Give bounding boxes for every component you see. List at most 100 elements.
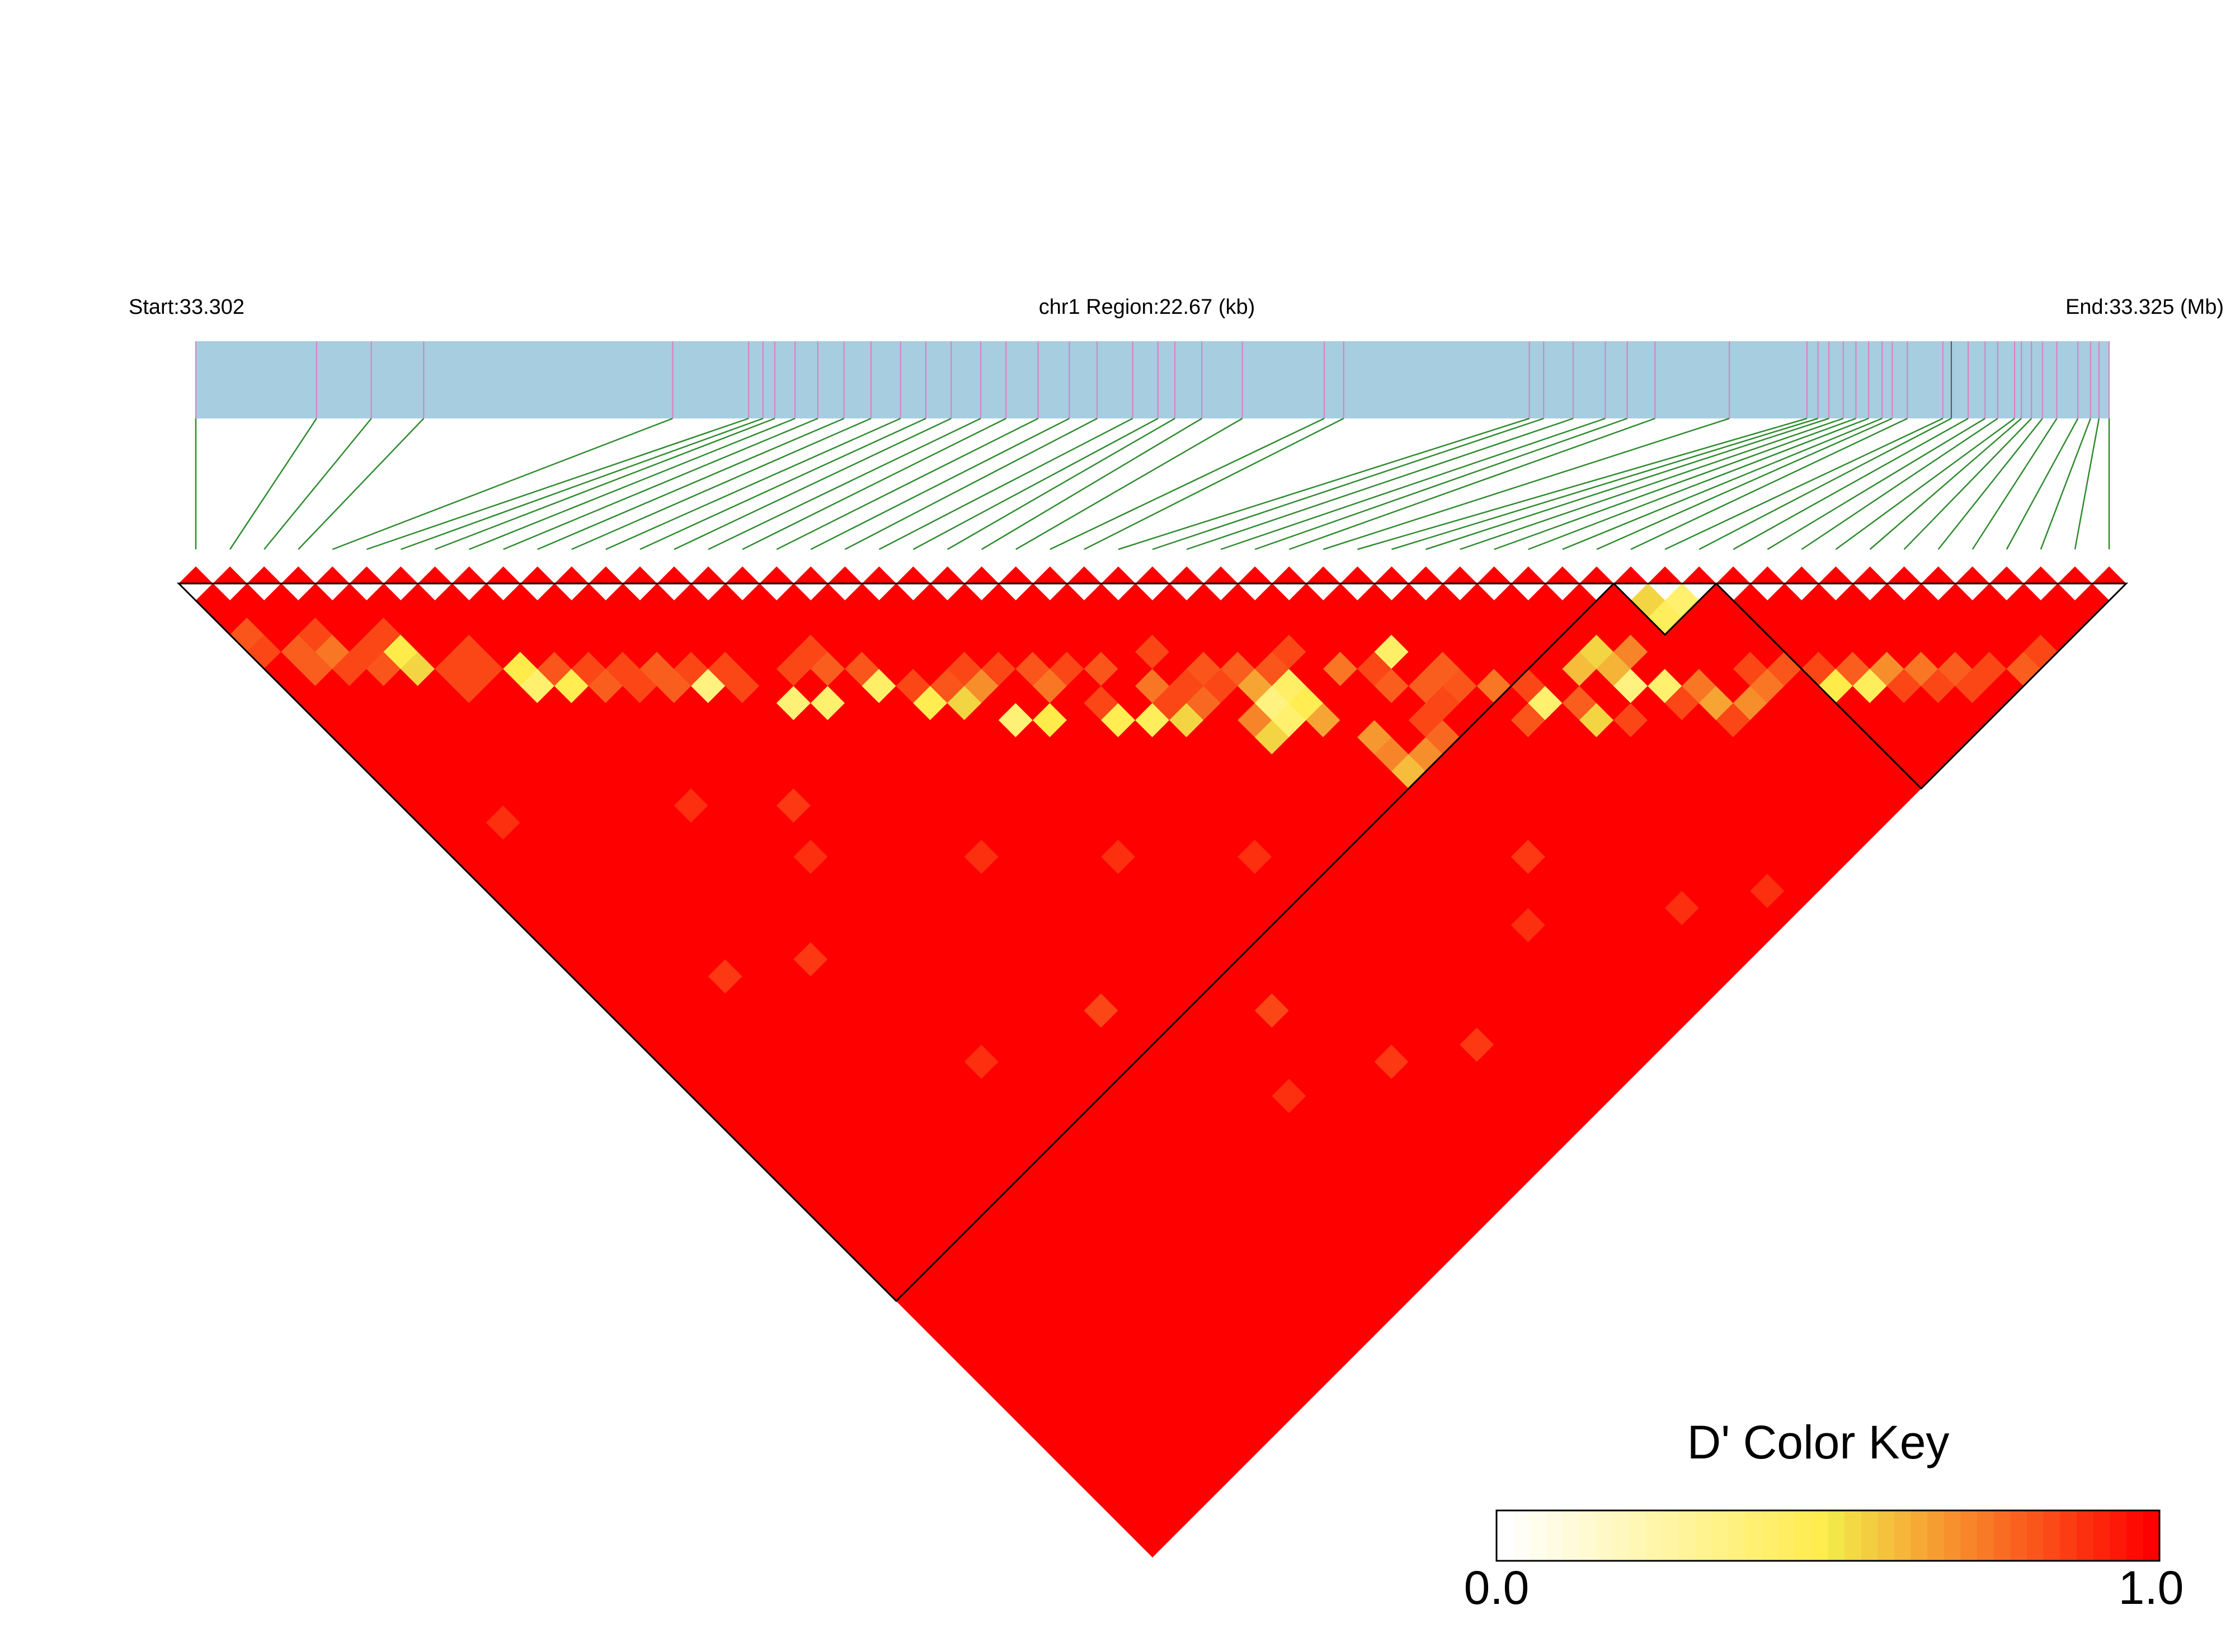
snp-marker [1682,566,1716,583]
snp-connector-line [1015,417,1243,550]
snp-marker [1784,566,1819,583]
ld-block-outline [1611,582,1719,636]
color-key-segment [1944,1510,1961,1561]
color-key-segment [1629,1510,1646,1561]
snp-marker [1272,566,1306,583]
snp-marker [759,566,794,583]
color-key-segment [1596,1510,1613,1561]
snp-marker [2058,566,2092,583]
region-end-label: End:33.325 (Mb) [2065,295,2224,319]
color-key-segment [1745,1510,1762,1561]
snp-connector-line [947,417,1175,550]
snp-marker [1101,566,1136,583]
color-key-segment [2093,1510,2110,1561]
color-key [1495,1509,2161,1562]
color-key-segment [1845,1510,1862,1561]
snp-marker [896,566,931,583]
snp-marker [452,566,487,583]
snp-marker [1818,566,1853,583]
color-key-segment [1579,1510,1597,1561]
region-start-label: Start:33.302 [129,295,245,319]
snp-connector-line [878,417,1133,550]
snp-marker [178,566,213,583]
snp-marker [1613,566,1648,583]
snp-connector-line [1971,418,2058,550]
snp-marker [383,566,418,583]
snp-connector-line [264,418,372,550]
snp-marker [417,566,453,583]
snp-connector-line [776,417,1039,550]
color-key-segment [1728,1510,1745,1561]
snp-marker [349,566,384,583]
snp-connector-line [1937,418,2043,550]
color-key-segment [1678,1510,1696,1561]
color-key-max-label: 1.0 [2118,1561,2184,1614]
snp-connector-line [537,417,845,550]
color-key-segment [2110,1510,2127,1561]
snp-marker [213,566,247,583]
snp-marker [2092,566,2126,583]
snp-connector-line [2040,418,2091,550]
snp-connector-line [1152,417,1544,550]
snp-connector-line [1084,417,1344,550]
snp-connector-line [1186,417,1574,550]
snp-marker [554,566,589,583]
snp-marker [1067,566,1102,583]
color-key-segment [1861,1510,1878,1561]
snp-marker [1955,566,1990,583]
snp-connector-line [298,418,425,550]
color-key-segment [1712,1510,1729,1561]
snp-connector-line [1460,417,1844,550]
color-key-segment [2010,1510,2027,1561]
snp-marker [1989,566,2024,583]
snp-marker [247,566,281,583]
color-key-segment [1977,1510,1994,1561]
color-key-segment [1894,1510,1912,1561]
snp-connector-line [742,417,1006,550]
snp-connector-line [1733,417,1969,550]
color-key-segment [1828,1510,1845,1561]
snp-connector-line [1698,417,1952,550]
snp-marker [1169,566,1204,583]
snp-connector-line [571,417,872,550]
color-key-segment [1993,1510,2011,1561]
color-key-segment [1927,1510,1945,1561]
ld-block-outlines [176,582,2129,1302]
color-key-frame [1495,1509,2161,1562]
snp-connector-line [1323,417,1730,550]
snp-connector-line [844,417,1098,550]
snp-connector-line [1357,417,1808,550]
color-key-segment [1645,1510,1663,1561]
snp-marker [1545,566,1580,583]
color-key-segment [1878,1510,1895,1561]
snp-connector-line [469,417,796,550]
color-key-segment [2060,1510,2077,1561]
snp-marker [1443,566,1478,583]
color-key-segment [1497,1510,1514,1561]
snp-connector-line [1528,417,1869,550]
snp-marker [1750,566,1785,583]
snp-marker [1374,566,1409,583]
snp-marker [520,566,555,583]
snp-marker [1477,566,1512,583]
snp-connector-line [708,417,981,550]
snp-marker [315,566,350,583]
snp-marker [1648,566,1682,583]
color-key-segment [2076,1510,2093,1561]
ld-block-outline [176,582,1616,1302]
snp-connector-line [1562,417,1883,550]
color-key-segment [2143,1510,2160,1561]
snp-connector-line [605,417,901,550]
snp-connector-line [1903,418,2032,550]
snp-marker [1306,566,1340,583]
snp-connector-line [639,417,926,550]
color-key-title: D' Color Key [1687,1416,1950,1469]
color-key-segment [1762,1510,1779,1561]
snp-marker [1511,566,1546,583]
snp-connector-line [1869,418,2022,550]
snp-connector-line [1118,417,1530,550]
snp-connector-line [332,417,673,550]
snp-connector-line [2006,418,2079,550]
snp-connector-line [810,417,1070,550]
